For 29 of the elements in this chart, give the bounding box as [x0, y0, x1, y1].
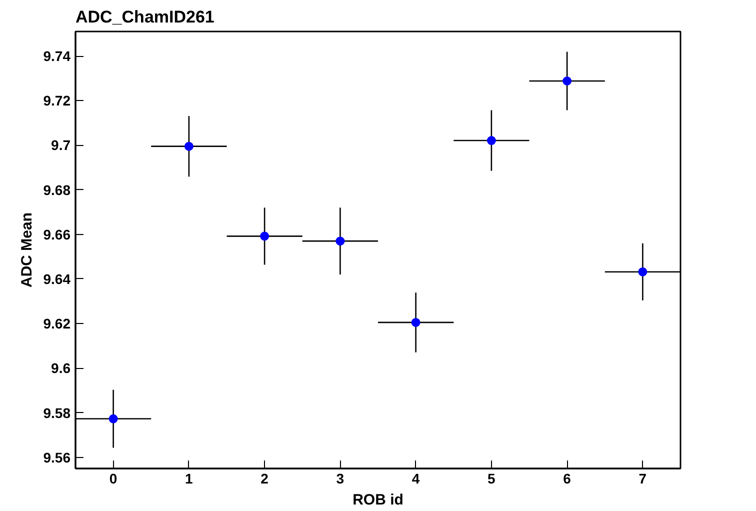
point	[336, 236, 345, 246]
x-tick-label: 4	[412, 470, 420, 486]
y-tick-label: 9.6	[51, 360, 71, 376]
point	[562, 76, 572, 86]
point	[108, 414, 118, 424]
y-tick-label: 9.56	[43, 449, 71, 466]
point	[638, 267, 648, 276]
y-tick-label: 9.58	[43, 404, 71, 421]
y-tick-label: 9.68	[43, 182, 71, 198]
point	[486, 136, 496, 146]
x-tick-label: 3	[336, 470, 344, 486]
x-tick-label: 1	[185, 470, 194, 486]
y-tick-label: 9.62	[43, 316, 71, 332]
y-tick-label: 9.7	[51, 137, 71, 154]
chart-title: ADC_ChamID261	[76, 8, 214, 26]
y-axis-title: ADC Mean	[18, 212, 36, 288]
y-tick-label: 9.66	[43, 226, 71, 242]
y-tick-label: 9.74	[43, 48, 71, 64]
x-tick-label: 2	[260, 470, 269, 486]
x-axis-title: ROB id	[352, 492, 404, 508]
y-tick-label: 9.72	[43, 92, 71, 109]
y-tick-label: 9.64	[43, 270, 71, 287]
x-tick-label: 5	[488, 470, 496, 486]
point	[260, 232, 270, 241]
x-tick-label: 0	[109, 470, 118, 486]
x-tick-label: 7	[638, 470, 647, 486]
point	[184, 142, 194, 151]
point	[411, 318, 420, 327]
x-tick-label: 6	[563, 470, 572, 486]
